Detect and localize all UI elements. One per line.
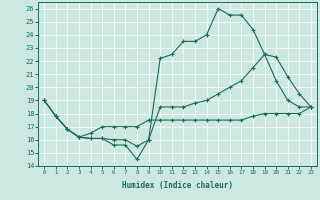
- X-axis label: Humidex (Indice chaleur): Humidex (Indice chaleur): [122, 181, 233, 190]
